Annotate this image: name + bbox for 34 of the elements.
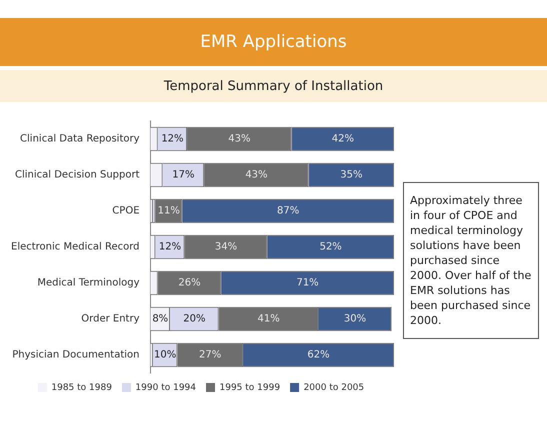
legend-label: 1985 to 1989 (51, 382, 112, 393)
data-label: 27% (199, 350, 222, 361)
data-label: 12% (158, 242, 182, 253)
y-tick-label: Order Entry (81, 314, 140, 325)
data-label: 43% (245, 170, 268, 181)
data-label: 10% (154, 350, 176, 361)
legend-label: 2000 to 2005 (304, 382, 364, 393)
data-label: 87% (276, 206, 300, 217)
data-label: 12% (161, 134, 184, 145)
data-label: 42% (332, 134, 354, 145)
data-label: 35% (340, 170, 363, 181)
data-label: 52% (320, 242, 342, 253)
data-label: 62% (307, 350, 330, 361)
data-label: 17% (172, 170, 194, 181)
data-label: 20% (183, 314, 206, 325)
data-label: 26% (178, 278, 201, 289)
y-tick-label: Electronic Medical Record (10, 242, 140, 253)
y-tick-label: CPOE (112, 206, 140, 217)
chart-title: EMR Applications (0, 18, 547, 66)
data-label: 11% (158, 206, 180, 217)
data-label: 30% (344, 314, 366, 325)
y-tick-label: Clinical Data Repository (20, 134, 140, 145)
data-label: 71% (296, 278, 319, 289)
y-tick-label: Clinical Decision Support (14, 170, 140, 181)
data-label: 41% (257, 314, 280, 325)
data-label: 34% (214, 242, 238, 253)
y-tick-label: Medical Terminology (37, 278, 140, 289)
text: Approximately three in four of CPOE and medical terminology solutions have been purchased since 2000. Over half of the EMR solutions has been purchased since 2000. (410, 194, 532, 327)
data-label: 43% (228, 134, 250, 145)
legend-label: 1995 to 1999 (220, 382, 280, 393)
y-tick-label: Physician Documentation (12, 350, 140, 361)
legend-label: 1990 to 1994 (135, 382, 196, 393)
data-label: 8% (152, 314, 168, 325)
chart-subtitle: Temporal Summary of Installation (0, 70, 547, 102)
